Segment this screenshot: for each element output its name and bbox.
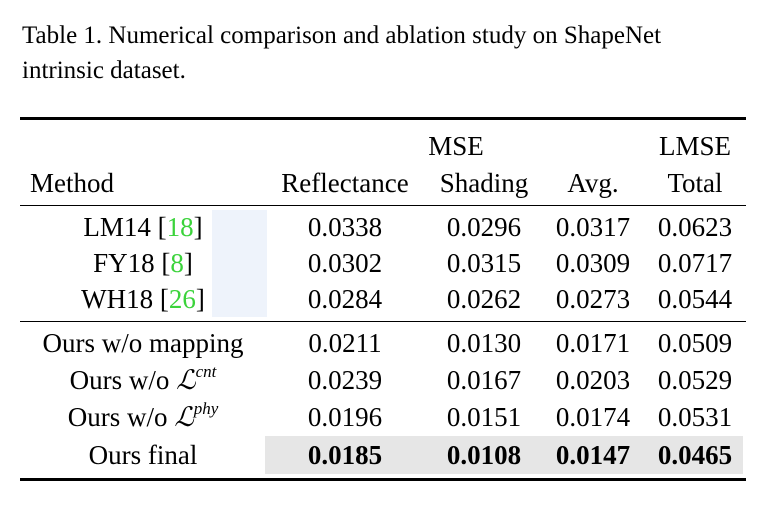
cell-total: 0.0717 (657, 248, 733, 278)
row-method: WH18 [26] (81, 284, 205, 314)
cell-total: 0.0544 (657, 284, 733, 314)
cell-reflectance: 0.0185 (307, 440, 383, 470)
citation-link[interactable]: 18 (166, 212, 194, 242)
cell-shading: 0.0167 (446, 365, 522, 395)
cell-avg: 0.0174 (555, 402, 631, 432)
row-method: FY18 [8] (93, 248, 193, 278)
cell-reflectance: 0.0338 (307, 212, 383, 242)
row-method: LM14 [18] (83, 212, 203, 242)
header-total: Total (667, 168, 723, 198)
header-avg: Avg. (567, 168, 619, 198)
citation-highlight (212, 210, 267, 317)
top-rule (20, 117, 746, 120)
cell-shading: 0.0315 (446, 248, 522, 278)
row-method: Ours w/o ℒphy (67, 399, 219, 433)
cell-total: 0.0531 (657, 402, 733, 432)
cell-total: 0.0529 (657, 365, 733, 395)
header-reflectance: Reflectance (281, 168, 409, 198)
citation-link[interactable]: 8 (170, 248, 184, 278)
bottom-rule (20, 478, 746, 481)
citation-link[interactable]: 26 (168, 284, 196, 314)
table-caption: Table 1. Numerical comparison and ablati… (22, 22, 662, 84)
cell-total: 0.0623 (657, 212, 733, 242)
header-lmse-group: LMSE (658, 131, 732, 161)
cell-avg: 0.0317 (555, 212, 631, 242)
group-rule (20, 321, 746, 322)
cell-shading: 0.0130 (446, 328, 522, 358)
row-method: Ours final (88, 440, 198, 470)
cell-shading: 0.0108 (446, 440, 522, 470)
cell-shading: 0.0262 (446, 284, 522, 314)
cell-total: 0.0509 (657, 328, 733, 358)
cell-shading: 0.0296 (446, 212, 522, 242)
cell-reflectance: 0.0302 (307, 248, 383, 278)
row-method: Ours w/o ℒcnt (69, 362, 217, 396)
cell-total: 0.0465 (657, 440, 733, 470)
cell-avg: 0.0203 (555, 365, 631, 395)
row-method: Ours w/o mapping (42, 328, 244, 358)
cell-avg: 0.0171 (555, 328, 631, 358)
cell-reflectance: 0.0239 (307, 365, 383, 395)
cell-reflectance: 0.0196 (307, 402, 383, 432)
header-method: Method (30, 168, 114, 198)
header-mse-group: MSE (428, 131, 484, 161)
cell-shading: 0.0151 (446, 402, 522, 432)
header-rule (20, 205, 746, 206)
cell-avg: 0.0147 (555, 440, 631, 470)
cell-avg: 0.0309 (555, 248, 631, 278)
cell-avg: 0.0273 (555, 284, 631, 314)
cell-reflectance: 0.0284 (307, 284, 383, 314)
cell-reflectance: 0.0211 (308, 328, 382, 358)
best-row-highlight (265, 436, 743, 474)
header-shading: Shading (439, 168, 529, 198)
